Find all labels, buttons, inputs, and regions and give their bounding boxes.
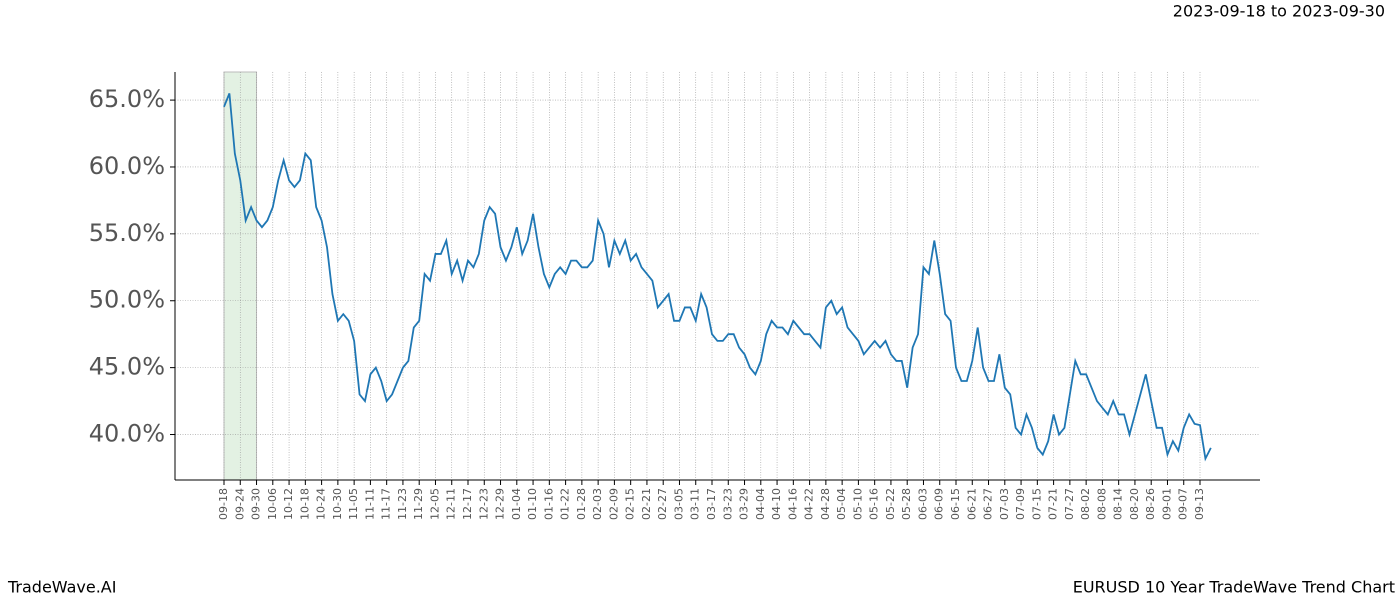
y-tick-label: 65.0% [89,85,165,113]
x-tick-label: 07-03 [998,488,1011,520]
brand: TradeWave.AI [7,578,116,597]
x-tick-label: 07-27 [1063,488,1076,520]
x-tick-label: 02-21 [640,488,653,520]
x-tick-label: 06-27 [982,488,995,520]
chart-caption: EURUSD 10 Year TradeWave Trend Chart [1073,578,1395,597]
chart-title: 2023-09-18 to 2023-09-30 [1173,2,1385,21]
x-tick-label: 11-29 [412,488,425,520]
x-tick-label: 01-28 [575,488,588,520]
x-tick-label: 02-09 [607,488,620,520]
x-tick-label: 04-10 [770,488,783,520]
x-tick-label: 01-16 [542,488,555,520]
x-tick-label: 09-30 [250,488,263,520]
x-tick-label: 06-03 [916,488,929,520]
x-tick-label: 12-11 [445,488,458,520]
x-tick-label: 03-29 [738,488,751,520]
x-tick-label: 12-17 [461,488,474,520]
x-tick-label: 12-29 [494,488,507,520]
x-tick-label: 02-03 [591,488,604,520]
x-tick-label: 03-23 [721,488,734,520]
x-tick-label: 11-05 [347,488,360,520]
x-tick-label: 02-27 [656,488,669,520]
x-tick-label: 04-22 [803,488,816,520]
x-tick-label: 09-01 [1160,488,1173,520]
x-tick-label: 05-10 [851,488,864,520]
x-tick-label: 09-07 [1177,488,1190,520]
x-tick-label: 08-26 [1144,488,1157,520]
y-tick-label: 50.0% [89,286,165,314]
x-tick-label: 12-23 [477,488,490,520]
x-tick-label: 06-21 [965,488,978,520]
x-tick-label: 08-08 [1095,488,1108,520]
x-tick-label: 01-22 [559,488,572,520]
x-tick-label: 10-06 [266,488,279,520]
x-tick-label: 09-24 [233,488,246,520]
x-tick-label: 03-17 [705,488,718,520]
x-tick-label: 10-30 [331,488,344,520]
x-tick-label: 01-10 [526,488,539,520]
x-tick-label: 04-04 [754,488,767,520]
x-tick-label: 04-16 [786,488,799,520]
x-tick-label: 08-14 [1112,488,1125,520]
x-tick-label: 02-15 [624,488,637,520]
x-tick-label: 11-11 [363,488,376,520]
x-tick-label: 07-15 [1030,488,1043,520]
x-tick-label: 07-21 [1047,488,1060,520]
x-tick-label: 11-23 [396,488,409,520]
x-tick-label: 01-04 [510,488,523,520]
x-tick-label: 05-04 [835,488,848,520]
x-tick-label: 03-05 [672,488,685,520]
highlight-band [223,71,258,481]
x-tick-label: 04-28 [819,488,832,520]
x-tick-label: 05-16 [868,488,881,520]
x-tick-label: 05-28 [900,488,913,520]
x-tick-label: 10-12 [282,488,295,520]
x-tick-label: 08-02 [1079,488,1092,520]
x-tick-label: 11-17 [380,488,393,520]
x-tick-label: 06-15 [949,488,962,520]
y-tick-label: 45.0% [89,353,165,381]
x-tick-label: 09-13 [1193,488,1206,520]
x-tick-label: 07-09 [1014,488,1027,520]
x-tick-label: 10-18 [298,488,311,520]
x-tick-label: 10-24 [315,488,328,520]
x-tick-label: 06-09 [933,488,946,520]
x-tick-label: 03-11 [689,488,702,520]
x-tick-label: 12-05 [428,488,441,520]
x-tick-label: 05-22 [884,488,897,520]
y-tick-label: 40.0% [89,420,165,448]
x-tick-label: 08-20 [1128,488,1141,520]
y-tick-label: 60.0% [89,152,165,180]
x-tick-label: 09-18 [217,488,230,520]
y-tick-label: 55.0% [89,219,165,247]
trend-line [223,93,1212,462]
